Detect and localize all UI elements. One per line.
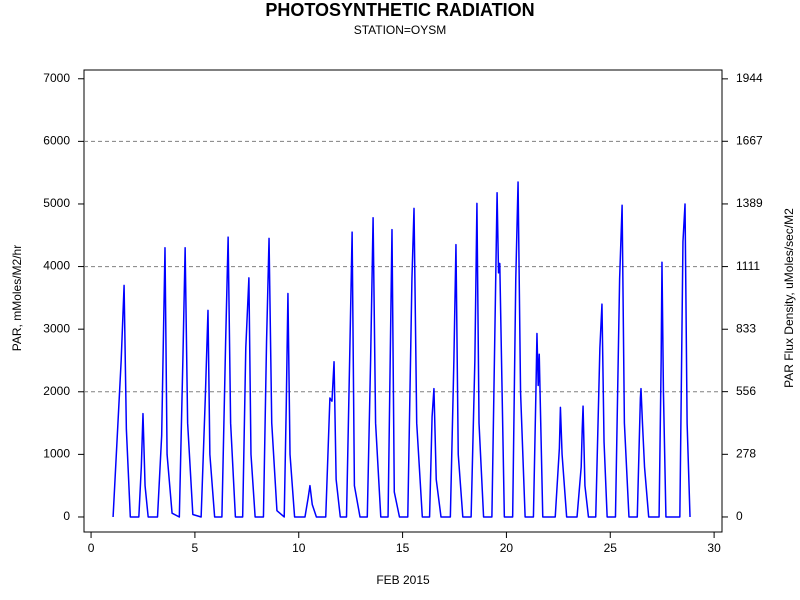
y-tick-label: 4000 — [43, 259, 70, 273]
x-tick-label: 15 — [396, 541, 410, 555]
y-tick-label: 5000 — [43, 196, 70, 210]
x-tick-label: 30 — [707, 541, 721, 555]
y-tick-label: 1000 — [43, 447, 70, 461]
y2-axis-label: PAR Flux Density, uMoles/sec/M2 — [782, 208, 796, 388]
y2-tick-label: 833 — [736, 321, 756, 335]
y-tick-label: 2000 — [43, 384, 70, 398]
y-tick-label: 0 — [63, 509, 70, 523]
y2-tick-label: 1111 — [736, 259, 760, 273]
y2-tick-label: 278 — [736, 446, 756, 460]
x-tick-label: 25 — [604, 541, 618, 555]
x-tick-label: 5 — [192, 541, 199, 555]
x-tick-label: 10 — [292, 541, 306, 555]
y-tick-label: 3000 — [43, 321, 70, 335]
x-tick-label: 0 — [88, 541, 95, 555]
chart-subtitle: STATION=OYSM — [354, 23, 447, 37]
y2-tick-label: 1389 — [736, 196, 763, 210]
y-tick-label: 7000 — [43, 71, 70, 85]
y2-tick-label: 1944 — [736, 71, 763, 85]
y2-tick-label: 1667 — [736, 133, 763, 147]
y-axis-label: PAR, mMoles/M2/hr — [10, 245, 24, 351]
chart-title: PHOTOSYNTHETIC RADIATION — [265, 0, 534, 20]
x-axis-label: FEB 2015 — [376, 573, 430, 587]
x-tick-label: 20 — [500, 541, 514, 555]
y-tick-label: 6000 — [43, 134, 70, 148]
y2-tick-label: 0 — [736, 509, 743, 523]
data-line — [112, 181, 691, 518]
y2-tick-label: 556 — [736, 384, 756, 398]
